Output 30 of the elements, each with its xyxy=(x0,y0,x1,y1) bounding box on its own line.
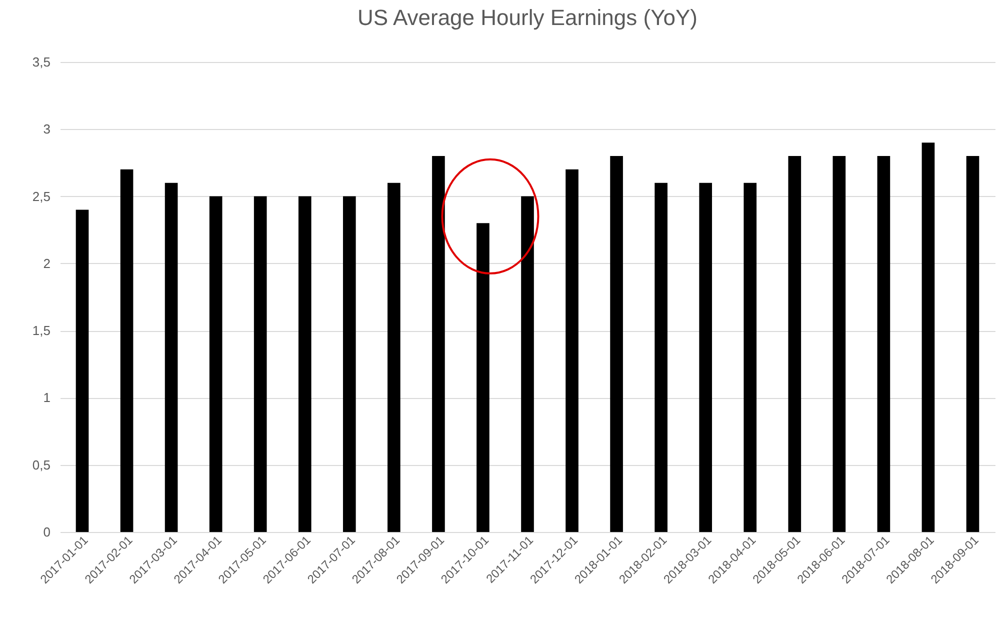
bar xyxy=(566,169,578,532)
y-tick-label: 2,5 xyxy=(32,188,50,204)
y-tick-label: 3,5 xyxy=(32,54,50,70)
bar xyxy=(164,182,178,532)
bar xyxy=(388,182,400,532)
bar xyxy=(76,210,89,532)
bar xyxy=(744,182,757,532)
y-tick-label: 2 xyxy=(43,256,50,271)
bar xyxy=(832,156,846,532)
bar xyxy=(877,156,890,532)
y-tick-label: 0 xyxy=(43,524,50,540)
chart-title: US Average Hourly Earnings (YoY) xyxy=(358,5,698,30)
bar xyxy=(120,169,134,532)
y-tick-label: 1 xyxy=(43,390,50,406)
bar xyxy=(209,196,222,532)
bar xyxy=(254,196,267,532)
y-tick-label: 3 xyxy=(43,122,50,137)
bar xyxy=(788,156,802,532)
y-tick-label: 0,5 xyxy=(32,457,50,472)
bar xyxy=(654,182,668,532)
bar xyxy=(922,142,935,532)
bar xyxy=(476,223,490,532)
y-tick-label: 1,5 xyxy=(32,323,50,338)
bar xyxy=(432,156,445,532)
bar xyxy=(699,182,712,532)
bar xyxy=(298,196,312,532)
bar xyxy=(342,196,356,532)
bar xyxy=(521,196,534,532)
bar xyxy=(966,156,980,532)
bar xyxy=(610,156,623,532)
